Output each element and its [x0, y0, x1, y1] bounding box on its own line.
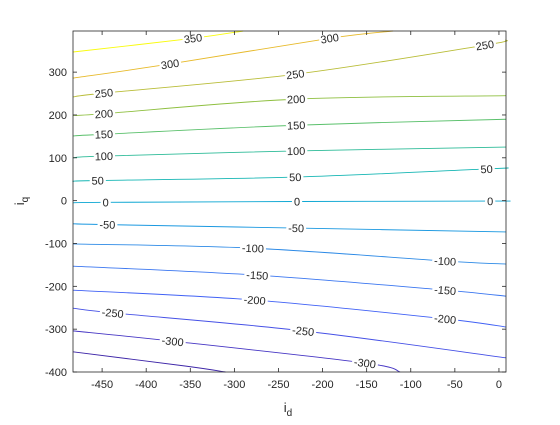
contour-group	[72, 30, 511, 373]
y-tick-label: -400	[45, 367, 67, 379]
contour-label: 300	[160, 58, 180, 73]
contour-line	[72, 118, 507, 137]
contour-label: -250	[101, 307, 124, 321]
contour-line	[72, 30, 244, 53]
contour-line	[72, 330, 401, 373]
contour-label: -150	[246, 269, 269, 282]
x-tick-label: -450	[91, 379, 113, 391]
y-tick-label: 300	[49, 67, 67, 79]
contour-label: 200	[94, 108, 113, 121]
contour-label: 250	[285, 68, 305, 82]
contour-line	[72, 95, 507, 116]
contour-label: -250	[291, 325, 314, 339]
contour-label: -100	[242, 243, 265, 256]
x-tick-label: -100	[400, 379, 422, 391]
contour-label: -100	[434, 255, 457, 268]
x-tick-label: -250	[267, 379, 289, 391]
contour-label: -300	[353, 357, 376, 372]
contour-line	[72, 351, 226, 373]
contour-line	[72, 243, 507, 265]
contour-label: 50	[91, 175, 103, 187]
y-axis-label-subscript: q	[20, 197, 31, 203]
contour-label: 300	[320, 32, 340, 47]
contour-label: 250	[475, 39, 495, 54]
contour-label: -200	[433, 313, 456, 327]
contour-line	[72, 223, 507, 233]
contour-line	[72, 167, 509, 182]
contour-label: 250	[94, 87, 113, 101]
contour-label: 0	[294, 196, 300, 208]
contour-label: -150	[434, 284, 457, 298]
y-tick-label: 100	[49, 153, 67, 165]
x-axis-label-subscript: d	[287, 408, 293, 419]
contour-label: 200	[287, 94, 306, 107]
contour-line	[72, 265, 507, 297]
contour-line	[72, 39, 508, 98]
y-tick-label: 0	[61, 196, 67, 208]
contour-label: 0	[103, 197, 109, 209]
y-tick-label: -300	[45, 324, 67, 336]
x-tick-label: -300	[223, 379, 245, 391]
x-axis-label-base: i	[284, 400, 287, 415]
x-tick-label: -400	[135, 379, 157, 391]
contour-label: -200	[243, 294, 266, 308]
x-axis-label: id	[284, 400, 292, 419]
x-tick-label: -350	[179, 379, 201, 391]
axes: -450 -400 -350 -300 -250 -200 -150 -100 -50 0 -400…	[45, 31, 506, 391]
contour-label: 100	[287, 146, 306, 158]
contour-label: -300	[161, 335, 184, 349]
contour-line	[72, 307, 507, 359]
contour-label: 50	[289, 172, 302, 184]
contour-label: -50	[288, 223, 304, 235]
y-tick-label: -200	[45, 281, 67, 293]
y-tick-label: 200	[49, 110, 67, 122]
contour-label: 50	[480, 164, 493, 177]
y-tick-label: -100	[45, 238, 67, 250]
contour-label: 0	[487, 196, 493, 208]
axes-box	[72, 30, 507, 373]
contour-label: 350	[183, 32, 203, 46]
x-tick-label: -50	[447, 379, 463, 391]
contour-line	[72, 200, 511, 204]
contour-line	[72, 289, 507, 328]
contour-label: -50	[99, 219, 115, 231]
x-tick-label: 0	[496, 379, 502, 391]
contour-label: 150	[287, 120, 306, 133]
contour-label: 100	[95, 151, 114, 164]
contour-line	[72, 30, 394, 79]
y-axis-label: iq	[12, 197, 31, 205]
contour-label: 150	[94, 129, 113, 142]
x-tick-label: -150	[356, 379, 378, 391]
x-tick-label: -200	[312, 379, 334, 391]
contour-line	[72, 146, 507, 159]
y-axis-label-base: i	[12, 202, 27, 205]
